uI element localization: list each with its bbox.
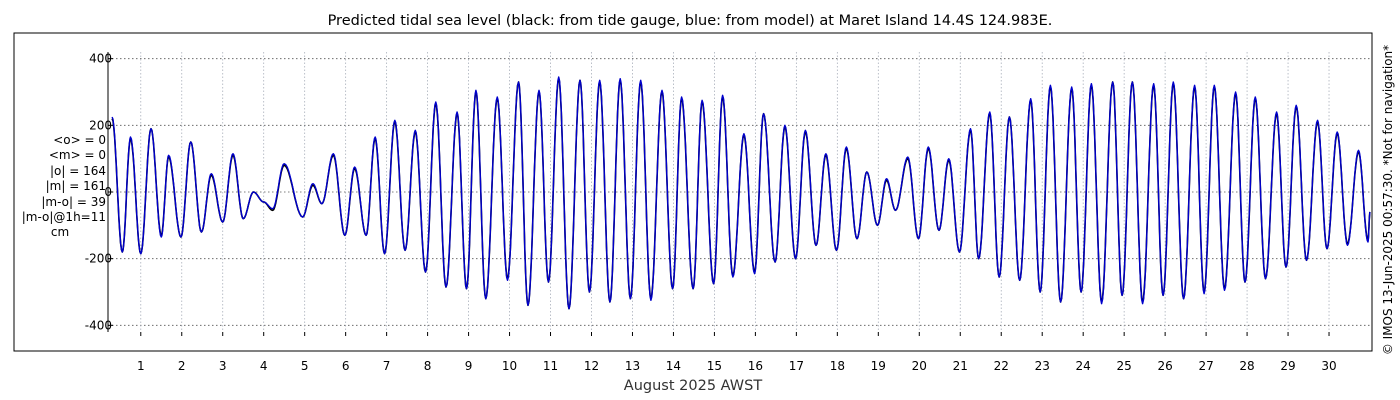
x-tick-label: 22 bbox=[994, 359, 1009, 373]
x-tick-label: 12 bbox=[584, 359, 599, 373]
credit-text: © IMOS 13-Jun-2025 00:57:30. *Not for na… bbox=[1381, 45, 1395, 355]
stats-abs-observed: |o| = 164 bbox=[49, 163, 106, 178]
x-tick-label: 16 bbox=[748, 359, 763, 373]
y-tick-label: 400 bbox=[89, 52, 112, 66]
x-tick-label: 28 bbox=[1239, 359, 1254, 373]
x-tick-label: 18 bbox=[830, 359, 845, 373]
x-tick-label: 30 bbox=[1321, 359, 1336, 373]
stats-abs-difference: |m-o| = 39 bbox=[41, 194, 106, 209]
x-tick-label: 25 bbox=[1117, 359, 1132, 373]
stats-abs-model: |m| = 161 bbox=[45, 179, 106, 194]
x-tick-label: 5 bbox=[301, 359, 309, 373]
chart-title: Predicted tidal sea level (black: from t… bbox=[328, 13, 1053, 29]
grid-lines bbox=[108, 52, 1370, 332]
x-tick-label: 10 bbox=[502, 359, 517, 373]
series-group bbox=[111, 76, 1371, 310]
x-ticks: 1 2 3 4 5 6 7 8 9 10 11 12 13 14 15 16 17 18 19 20 21 22 23 24 2… bbox=[137, 332, 1337, 373]
x-tick-label: 24 bbox=[1076, 359, 1091, 373]
y-ticks: 400 200 0 -200 -400 bbox=[85, 52, 113, 332]
x-tick-label: 2 bbox=[178, 359, 186, 373]
x-tick-label: 29 bbox=[1280, 359, 1295, 373]
x-tick-label: 3 bbox=[219, 359, 227, 373]
x-tick-label: 6 bbox=[342, 359, 350, 373]
model-line bbox=[111, 76, 1371, 310]
x-tick-label: 27 bbox=[1198, 359, 1213, 373]
x-tick-label: 11 bbox=[543, 359, 558, 373]
stats-abs-difference-1h: |m-o|@1h=11 bbox=[21, 210, 106, 225]
x-tick-label: 8 bbox=[424, 359, 432, 373]
x-tick-label: 26 bbox=[1157, 359, 1172, 373]
x-tick-label: 13 bbox=[625, 359, 640, 373]
x-tick-label: 23 bbox=[1035, 359, 1050, 373]
x-axis-label: August 2025 AWST bbox=[624, 378, 763, 394]
y-tick-label: -200 bbox=[85, 252, 112, 266]
stats-mean-observed: <o> = 0 bbox=[53, 133, 106, 147]
x-tick-label: 4 bbox=[260, 359, 268, 373]
x-tick-label: 20 bbox=[912, 359, 927, 373]
x-tick-label: 17 bbox=[789, 359, 804, 373]
x-tick-label: 9 bbox=[465, 359, 473, 373]
stats-mean-model: <m> = 0 bbox=[48, 148, 106, 163]
figure-frame bbox=[13, 32, 1373, 352]
y-tick-label: 0 bbox=[104, 185, 112, 199]
x-tick-label: 7 bbox=[383, 359, 391, 373]
stats-panel: <o> = 0 <m> = 0 |o| = 164 |m| = 161 |m-o… bbox=[14, 133, 106, 241]
y-tick-label: 200 bbox=[89, 118, 112, 132]
x-tick-label: 1 bbox=[137, 359, 145, 373]
x-tick-label: 21 bbox=[953, 359, 968, 373]
stats-unit: cm bbox=[50, 225, 70, 240]
x-tick-label: 14 bbox=[666, 359, 681, 373]
y-tick-label: -400 bbox=[85, 318, 112, 332]
x-tick-label: 15 bbox=[707, 359, 722, 373]
x-tick-label: 19 bbox=[871, 359, 886, 373]
